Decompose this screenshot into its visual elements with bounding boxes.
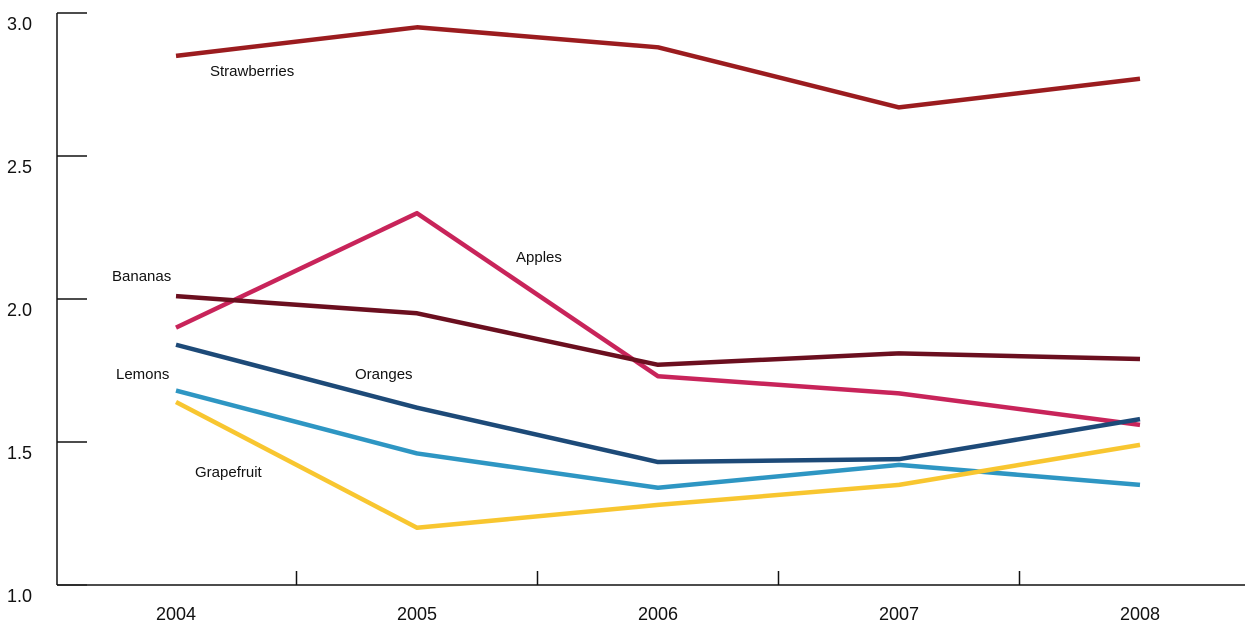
series-label: Grapefruit	[195, 464, 263, 481]
series-label: Apples	[516, 249, 562, 266]
x-tick-label: 2008	[1120, 604, 1160, 624]
series-label: Lemons	[116, 366, 169, 383]
x-tick-label: 2004	[156, 604, 196, 624]
x-tick-label: 2005	[397, 604, 437, 624]
series-line	[175, 25, 1141, 110]
series-line	[175, 210, 1141, 428]
y-tick-label: 1.0	[7, 586, 32, 606]
y-tick-label: 1.5	[7, 443, 32, 463]
y-tick-label: 2.0	[7, 300, 32, 320]
x-tick-label: 2006	[638, 604, 678, 624]
y-tick-label: 3.0	[7, 14, 32, 34]
series-label: Strawberries	[210, 63, 294, 80]
y-tick-label: 2.5	[7, 157, 32, 177]
series-line	[175, 342, 1141, 465]
series-line	[174, 399, 1141, 531]
series-label: Bananas	[112, 268, 171, 285]
x-tick-label: 2007	[879, 604, 919, 624]
series-line	[175, 293, 1141, 368]
series-label: Oranges	[355, 366, 413, 383]
